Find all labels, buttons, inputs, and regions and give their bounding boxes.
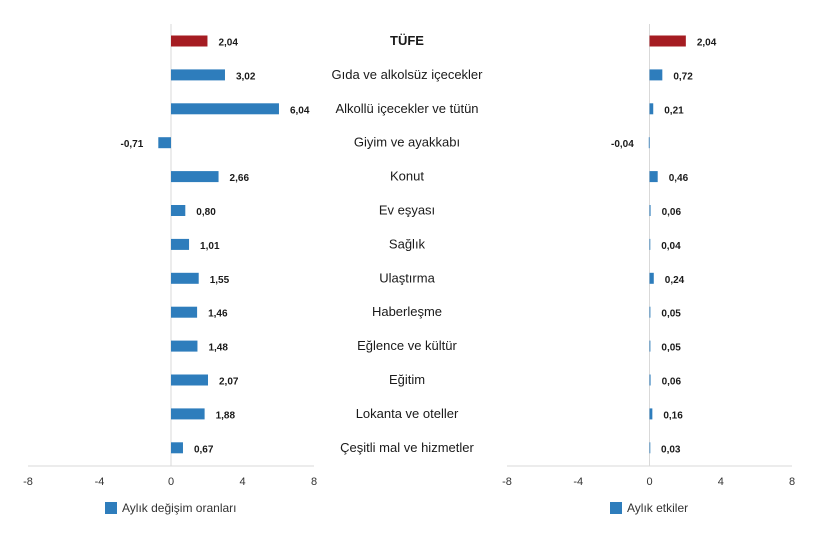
x-tick-label: -8 [502, 476, 512, 488]
data-label: 1,48 [208, 343, 228, 354]
data-label: 0,03 [661, 444, 681, 455]
data-label: 3,02 [236, 71, 256, 82]
bar [649, 408, 653, 420]
category-label: Ev eşyası [379, 203, 435, 218]
bar [171, 306, 198, 318]
data-label: 0,04 [661, 241, 681, 252]
bar [648, 137, 650, 149]
category-label: Gıda ve alkolsüz içecekler [331, 67, 483, 82]
bar [171, 408, 205, 420]
bar [171, 69, 225, 81]
data-label: -0,04 [611, 139, 634, 150]
chart-right-monthly-impact: -8 -4 0 4 8 2,04 0,72 0,21 -0,04 0,46 0,06 0,04 0,24… [502, 24, 795, 515]
data-label: 0,06 [662, 207, 682, 218]
data-label: -0,71 [121, 139, 144, 150]
x-tick-label: 8 [311, 476, 317, 488]
bar [649, 374, 651, 386]
legend-swatch [105, 502, 117, 514]
bar [649, 340, 651, 352]
x-tick-label: 0 [168, 476, 174, 488]
data-label: 0,05 [661, 309, 681, 320]
data-label: 0,06 [662, 377, 682, 388]
bar [158, 137, 171, 149]
bar-highlight [171, 35, 208, 47]
bar [171, 340, 198, 352]
x-tick-label: -4 [573, 476, 583, 488]
data-label: 1,01 [200, 241, 220, 252]
data-label: 1,88 [216, 410, 236, 421]
category-label: Alkollü içecekler ve tütün [335, 101, 478, 116]
legend-label: Aylık etkiler [627, 501, 688, 515]
category-label: Eğitim [389, 372, 425, 387]
category-label: Ulaştırma [379, 270, 435, 285]
category-label: Haberleşme [372, 304, 442, 319]
bar [171, 205, 186, 216]
x-tick-label: 0 [646, 476, 652, 488]
data-label: 0,16 [663, 410, 683, 421]
data-label: 2,04 [218, 38, 238, 49]
category-label: Çeşitli mal ve hizmetler [340, 440, 474, 455]
data-label: 2,66 [230, 173, 250, 184]
x-tick-label: 8 [789, 476, 795, 488]
bar [649, 103, 654, 115]
bar [171, 442, 183, 454]
bar [171, 374, 209, 386]
bar [171, 238, 190, 250]
data-label: 0,21 [664, 105, 684, 116]
bar [649, 442, 651, 454]
data-label: 6,04 [290, 105, 310, 116]
data-label: 0,67 [194, 444, 214, 455]
category-label: Eğlence ve kültür [357, 338, 457, 353]
data-label: 0,46 [669, 173, 689, 184]
bar [649, 272, 654, 284]
category-label: TÜFE [390, 33, 424, 48]
chart-left-monthly-change: -8 -4 0 4 8 2,04 3,02 6,04 -0,71 2,66 0,80 1,01 1,55… [23, 24, 317, 515]
bar [171, 272, 199, 284]
category-label: Lokanta ve oteller [356, 406, 459, 421]
bar [649, 205, 651, 216]
data-label: 1,46 [208, 309, 228, 320]
bar [171, 171, 219, 183]
category-labels: TÜFE Gıda ve alkolsüz içecekler Alkollü iç… [331, 33, 483, 455]
legend-label: Aylık değişim oranları [122, 501, 237, 515]
x-tick-label: -4 [95, 476, 105, 488]
bar [649, 238, 651, 250]
bar [171, 103, 279, 115]
data-label: 0,72 [673, 71, 693, 82]
data-label: 0,80 [196, 207, 216, 218]
x-tick-label: -8 [23, 476, 33, 488]
category-label: Sağlık [389, 236, 426, 251]
bar [649, 171, 658, 183]
x-tick-label: 4 [718, 476, 724, 488]
category-label: Giyim ve ayakkabı [354, 135, 460, 150]
x-tick-label: 4 [239, 476, 245, 488]
data-label: 2,07 [219, 377, 239, 388]
bar-highlight [649, 35, 686, 47]
category-label: Konut [390, 169, 424, 184]
bar [649, 306, 651, 318]
bar [649, 69, 663, 81]
data-label: 0,05 [661, 343, 681, 354]
data-label: 1,55 [210, 275, 230, 286]
data-label: 2,04 [697, 38, 717, 49]
data-label: 0,24 [665, 275, 685, 286]
legend-swatch [610, 502, 622, 514]
